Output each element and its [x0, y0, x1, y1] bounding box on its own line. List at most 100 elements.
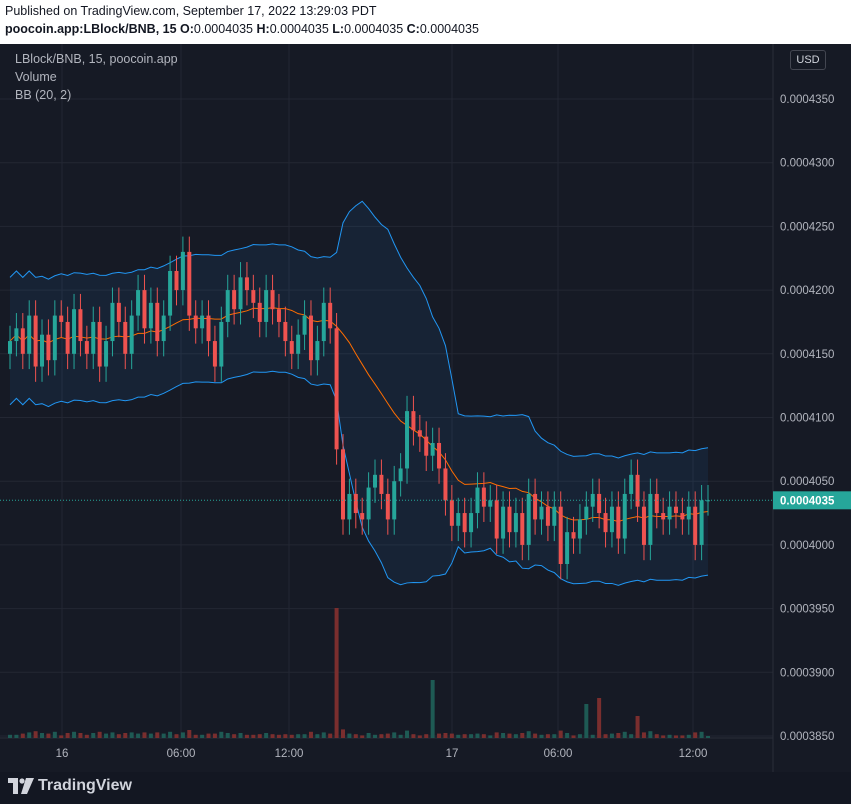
candle-body: [270, 290, 275, 310]
volume-bar: [405, 730, 410, 738]
volume-bar: [340, 729, 345, 738]
volume-bar: [347, 733, 352, 738]
candle-body: [661, 513, 666, 520]
ohlc-value: 0.0004035: [269, 22, 329, 36]
price-chart[interactable]: 0.0004350 0.0004300 0.0004250 0.0004200 0.00…: [0, 44, 851, 772]
candle-body: [398, 468, 403, 482]
candle-body: [123, 321, 128, 354]
volume-bar: [456, 734, 461, 738]
volume-bar: [469, 734, 474, 738]
legend-bb[interactable]: BB (20, 2): [15, 88, 72, 102]
candle-body: [97, 321, 102, 367]
candle-body: [14, 328, 19, 342]
candle-body: [481, 487, 486, 507]
candle-body: [129, 315, 134, 354]
candle-body: [40, 334, 45, 367]
volume-bar: [693, 732, 698, 738]
candle-body: [225, 290, 230, 322]
candle-body: [340, 449, 345, 520]
candle-body: [20, 328, 25, 354]
volume-bar: [552, 734, 557, 738]
currency-button[interactable]: USD: [790, 50, 826, 70]
candle-body: [680, 513, 685, 520]
candle-body: [110, 302, 115, 342]
legend-volume[interactable]: Volume: [15, 70, 57, 84]
volume-bar: [366, 733, 371, 738]
volume-bar: [590, 734, 595, 738]
volume-bar: [33, 731, 38, 738]
candle-body: [392, 481, 397, 520]
legend-title[interactable]: LBlock/BNB, 15, poocoin.app: [15, 52, 178, 66]
volume-bar: [148, 733, 153, 738]
x-tick-label: 12:00: [679, 748, 708, 760]
volume-bar: [526, 731, 531, 738]
candle-body: [648, 493, 653, 545]
volume-bar: [104, 733, 109, 738]
volume-bar: [78, 733, 83, 738]
candle-body: [366, 487, 371, 520]
candle-body: [488, 500, 493, 507]
candle-body: [590, 493, 595, 507]
volume-bar: [296, 734, 301, 738]
candle-body: [469, 513, 474, 533]
volume-bar: [8, 734, 12, 738]
volume-bar: [699, 731, 704, 738]
volume-bar: [123, 733, 128, 738]
chart-area[interactable]: 0.0004350 0.0004300 0.0004250 0.0004200 0.00…: [0, 44, 851, 772]
volume-bar: [597, 698, 602, 738]
volume-bar: [462, 734, 467, 738]
volume-bar: [315, 734, 320, 738]
volume-bar: [264, 733, 269, 738]
volume-bar: [379, 734, 384, 738]
candle-body: [72, 309, 77, 354]
volume-bar: [360, 735, 365, 738]
volume-bar: [443, 733, 448, 738]
y-tick-label: 0.0003900: [780, 667, 834, 679]
candle-body: [629, 474, 634, 494]
candle-body: [686, 506, 691, 520]
volume-bar: [385, 733, 390, 738]
volume-bar: [46, 733, 51, 738]
volume-bar: [212, 733, 217, 738]
volume-bar: [513, 734, 518, 738]
candle-body: [507, 506, 512, 533]
bb-fill: [10, 201, 708, 586]
candle-body: [373, 474, 378, 488]
y-tick-label: 0.0004300: [780, 158, 834, 170]
candle-body: [520, 513, 525, 545]
candle-body: [257, 302, 262, 322]
candle-body: [430, 442, 435, 456]
candle-body: [33, 315, 38, 367]
candle-body: [622, 493, 627, 539]
volume-bar: [353, 734, 358, 738]
published-text: Published on TradingView.com, September …: [5, 4, 377, 18]
volume-bar: [142, 732, 147, 738]
volume-bar: [136, 733, 141, 738]
volume-bar: [225, 733, 230, 738]
volume-bar: [40, 733, 45, 738]
volume-bar: [289, 734, 294, 738]
candle-body: [206, 315, 211, 342]
candle-body: [539, 506, 544, 520]
candle-body: [174, 270, 179, 291]
volume-bar: [187, 730, 192, 738]
candle-body: [315, 341, 320, 361]
candle-body: [654, 493, 659, 514]
candle-body: [187, 251, 192, 316]
tradingview-logo[interactable]: TradingView: [8, 777, 132, 795]
y-tick-label: 0.0004000: [780, 540, 834, 552]
candle-body: [52, 315, 57, 361]
volume-bar: [520, 733, 525, 738]
candle-body: [353, 493, 358, 514]
candle-body: [328, 302, 333, 329]
candle-body: [411, 411, 416, 431]
last-price-tag: [773, 491, 851, 510]
volume-bar: [539, 734, 544, 738]
ohlc-value: 0.0004035: [344, 22, 404, 36]
volume-bar: [244, 734, 249, 738]
candle-body: [673, 506, 678, 514]
candle-body: [84, 341, 89, 354]
volume-bar: [488, 735, 493, 738]
volume-bar: [507, 733, 512, 738]
volume-bar: [481, 734, 486, 738]
